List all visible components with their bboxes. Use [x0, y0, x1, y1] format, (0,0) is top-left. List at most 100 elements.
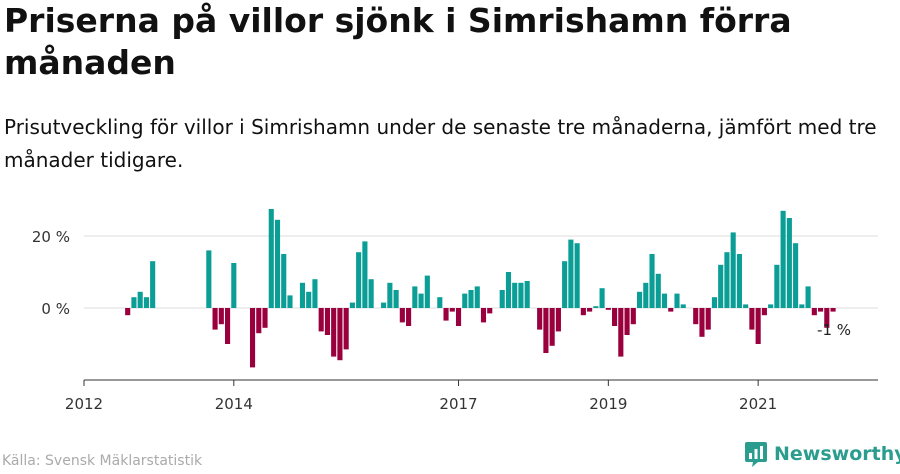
- bar: [736, 254, 742, 308]
- bar: [730, 232, 736, 308]
- bar: [805, 286, 811, 308]
- bars: [125, 209, 836, 368]
- bar: [743, 304, 749, 308]
- bar: [543, 308, 549, 353]
- bar: [505, 272, 512, 308]
- newsworthy-logo: Newsworthy: [744, 440, 900, 468]
- bar: [299, 282, 306, 308]
- bar: [524, 281, 530, 308]
- bar: [387, 282, 393, 308]
- bar: [624, 308, 630, 335]
- bar: [793, 243, 799, 308]
- last-value-label: -1 %: [817, 321, 851, 339]
- labels: 20 % 0 % -1 %: [32, 228, 851, 339]
- bar: [274, 219, 281, 308]
- x-tick-label: 2021: [739, 395, 777, 413]
- bar: [830, 308, 836, 312]
- bar: [424, 275, 430, 308]
- source-note: Källa: Svensk Mäklarstatistik: [2, 453, 203, 469]
- bar: [499, 290, 505, 308]
- bar: [143, 297, 149, 308]
- newsworthy-logo-icon: [745, 442, 767, 467]
- bar: [824, 308, 830, 328]
- bar: [137, 291, 143, 308]
- bar: [780, 210, 786, 308]
- x-tick-label: 2017: [439, 395, 477, 413]
- bar: [618, 308, 624, 357]
- bar: [786, 218, 792, 308]
- bar: [555, 308, 561, 332]
- bar: [774, 264, 780, 308]
- bar: [225, 308, 231, 344]
- bar: [761, 308, 767, 316]
- x-tick-label: 2014: [215, 395, 253, 413]
- x-tick-label: 2019: [589, 395, 627, 413]
- bar: [281, 254, 287, 308]
- bar: [324, 308, 331, 335]
- bar: [593, 306, 599, 308]
- bar: [131, 297, 137, 308]
- bar: [406, 308, 412, 326]
- bar: [699, 308, 705, 337]
- bar: [605, 308, 611, 310]
- bar: [724, 252, 730, 308]
- bar: [655, 273, 661, 308]
- bar: [680, 304, 686, 308]
- bar: [318, 308, 324, 332]
- bar: [749, 308, 755, 330]
- bar: [449, 308, 455, 312]
- bar: [705, 308, 711, 330]
- bar: [125, 308, 131, 316]
- bar: [674, 293, 680, 308]
- bar: [474, 286, 480, 308]
- bar: [437, 297, 443, 308]
- bar: [630, 308, 636, 325]
- bar: [643, 282, 649, 308]
- brand-name: Newsworthy: [774, 443, 900, 465]
- bar: [574, 243, 580, 308]
- x-axis: 2012 2014 2017 2019 2021: [65, 379, 878, 413]
- bar: [249, 308, 256, 368]
- bar: [381, 302, 387, 308]
- bar: [755, 308, 761, 344]
- bar: [287, 295, 293, 308]
- bar: [811, 308, 817, 316]
- bar: [468, 290, 474, 308]
- bar: [150, 261, 156, 308]
- bar: [262, 308, 268, 328]
- bar: [349, 302, 355, 308]
- bar: [799, 304, 805, 308]
- bar: [480, 308, 487, 323]
- bar: [399, 308, 405, 323]
- bar: [649, 254, 655, 308]
- bar: [668, 308, 674, 312]
- bar: [231, 263, 237, 308]
- bar: [462, 293, 468, 308]
- chart-title: Priserna på villor sjönk i Simrishamn fö…: [4, 1, 792, 82]
- bar: [693, 308, 699, 325]
- bar: [636, 291, 643, 308]
- bar: [599, 288, 605, 308]
- bar: [343, 308, 349, 350]
- bar: [443, 308, 449, 321]
- bar: [331, 308, 337, 357]
- bar: [612, 308, 618, 326]
- bar: [212, 308, 218, 330]
- x-tick-label: 2012: [65, 395, 103, 413]
- y-tick-label: 0 %: [41, 300, 70, 318]
- bar: [455, 308, 462, 326]
- bar: [218, 308, 224, 325]
- y-tick-label: 20 %: [32, 228, 70, 246]
- bar: [518, 282, 524, 308]
- bar: [356, 252, 362, 308]
- bar: [587, 308, 593, 312]
- bar: [412, 286, 418, 308]
- bar: [393, 290, 399, 308]
- bar: [818, 308, 824, 312]
- bar: [537, 308, 543, 330]
- bar: [549, 308, 555, 346]
- bar: [768, 304, 774, 308]
- chart-subtitle: Prisutveckling för villor i Simrishamn u…: [4, 115, 877, 172]
- bar: [268, 209, 274, 308]
